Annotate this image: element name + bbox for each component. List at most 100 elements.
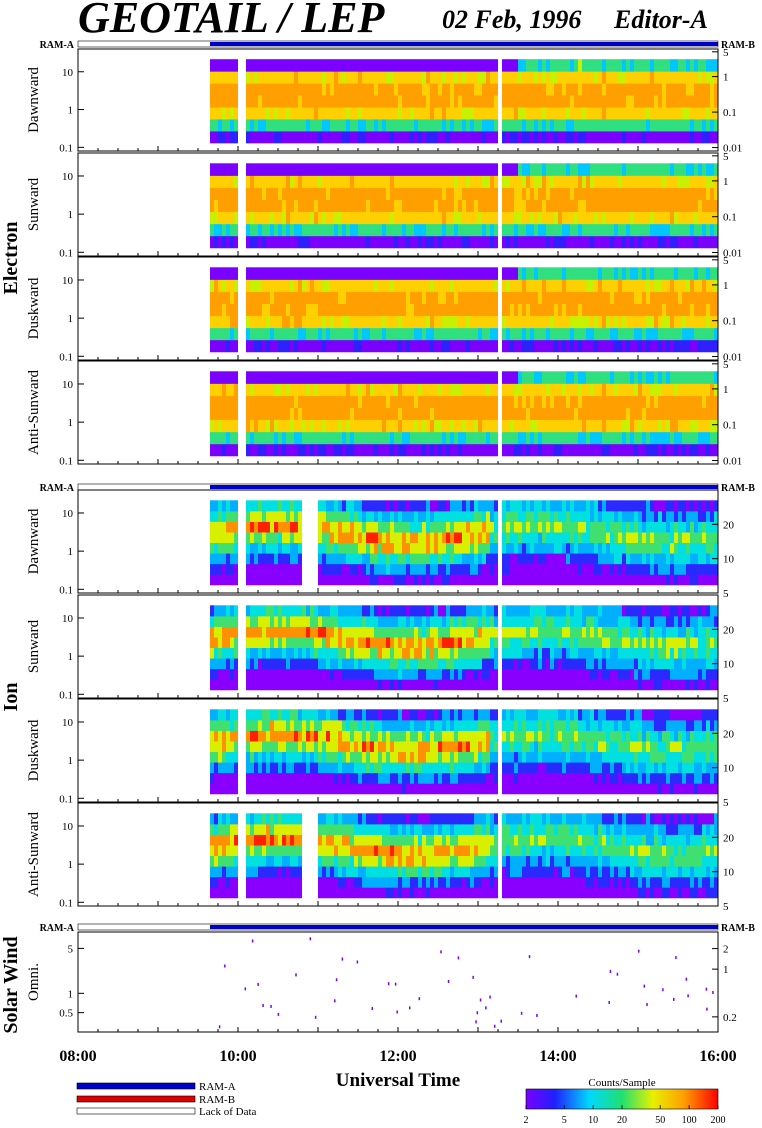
spectrogram-cell [610,211,614,225]
spectrogram-cell [542,419,546,433]
spectrogram-cell [442,510,446,522]
spectrogram-cell [402,303,406,317]
spectrogram-cell [650,510,654,522]
spectrogram-cell [338,553,342,565]
spectrogram-cell [626,431,630,445]
spectrogram-cell [534,211,538,225]
spectrogram-cell [322,542,326,554]
spectrogram-cell [278,130,282,144]
spectrogram-cell [278,291,282,304]
spectrogram-cell [302,371,306,384]
spectrogram-cell [222,658,226,670]
spectrogram-cell [342,605,346,617]
spectrogram-cell [246,500,250,512]
ram-b-label: RAM-B [721,483,755,494]
spectrogram-cell [446,267,450,280]
spectrogram-cell [502,443,506,457]
spectrogram-cell [694,510,698,522]
spectrogram-cell [370,130,374,144]
spectrogram-cell [434,563,438,575]
spectrogram-cell [350,679,354,691]
spectrogram-cell [486,106,490,120]
spectrogram-cell [218,303,222,317]
spectrogram-cell [310,303,314,317]
spectrogram-cell [350,531,354,544]
spectrogram-cell [286,647,290,659]
spectrogram-cell [282,395,286,408]
spectrogram-cell [618,279,622,292]
spectrogram-cell [690,199,694,213]
spectrogram-cell [386,510,390,522]
spectrogram-cell [330,327,334,341]
spectrogram-cell [714,106,718,120]
spectrogram-cell [466,211,470,225]
spectrogram-cell [710,521,714,533]
spectrogram-cell [346,553,350,565]
spectrogram-cell [278,500,282,512]
spectrogram-cell [566,574,570,586]
spectrogram-cell [538,563,542,575]
spectrogram-cell [550,187,554,200]
spectrogram-cell [526,279,530,292]
spectrogram-cell [354,291,358,304]
spectrogram-cell [430,521,434,533]
spectrogram-cell [382,130,386,144]
spectrogram-cell [686,339,690,353]
spectrogram-cell [314,83,318,96]
spectrogram-cell [298,542,302,554]
spectrogram-cell [382,574,386,586]
spectrogram-cell [354,175,358,188]
spectrogram-cell [622,211,626,225]
spectrogram-cell [334,327,338,341]
spectrogram-cell [602,443,606,457]
spectrogram-cell [562,211,566,225]
spectrogram-cell [450,510,454,522]
spectrogram-cell [294,303,298,317]
spectrogram-cell [610,187,614,200]
spectrogram-cell [558,83,562,96]
spectrogram-cell [322,267,326,280]
spectrogram-cell [294,59,298,72]
spectrogram-cell [250,211,254,225]
spectrogram-cell [342,163,346,176]
spectrogram-cell [682,106,686,120]
spectrogram-cell [258,658,262,670]
spectrogram-cell [506,315,510,329]
spectrogram-cell [658,71,662,84]
spectrogram-cell [686,163,690,176]
spectrogram-cell [530,235,534,249]
spectrogram-cell [450,187,454,200]
spectrogram-cell [450,235,454,249]
spectrogram-cell [630,339,634,353]
spectrogram-cell [290,443,294,457]
spectrogram-cell [314,187,318,200]
spectrogram-cell [662,500,666,512]
spectrogram-cell [466,553,470,565]
spectrogram-cell [426,163,430,176]
spectrogram-cell [586,431,590,445]
spectrogram-cell [450,130,454,144]
spectrogram-cell [470,563,474,575]
spectrogram-cell [226,531,230,544]
spectrogram-cell [590,187,594,200]
spectrogram-cell [246,291,250,304]
spectrogram-cell [626,211,630,225]
spectrogram-cell [606,83,610,96]
spectrogram-cell [362,615,366,627]
spectrogram-cell [582,118,586,132]
spectrogram-cell [606,574,610,586]
spectrogram-cell [326,658,330,670]
spectrogram-cell [606,500,610,512]
spectrogram-cell [610,83,614,96]
spectrogram-cell [702,521,706,533]
spectrogram-cell [262,658,266,670]
spectrogram-cell [642,553,646,565]
spectrogram-cell [570,199,574,213]
spectrogram-cell [610,118,614,132]
spectrogram-cell [710,59,714,72]
spectrogram-cell [506,383,510,396]
spectrogram-cell [230,175,234,188]
spectrogram-cell [570,510,574,522]
spectrogram-cell [278,339,282,353]
